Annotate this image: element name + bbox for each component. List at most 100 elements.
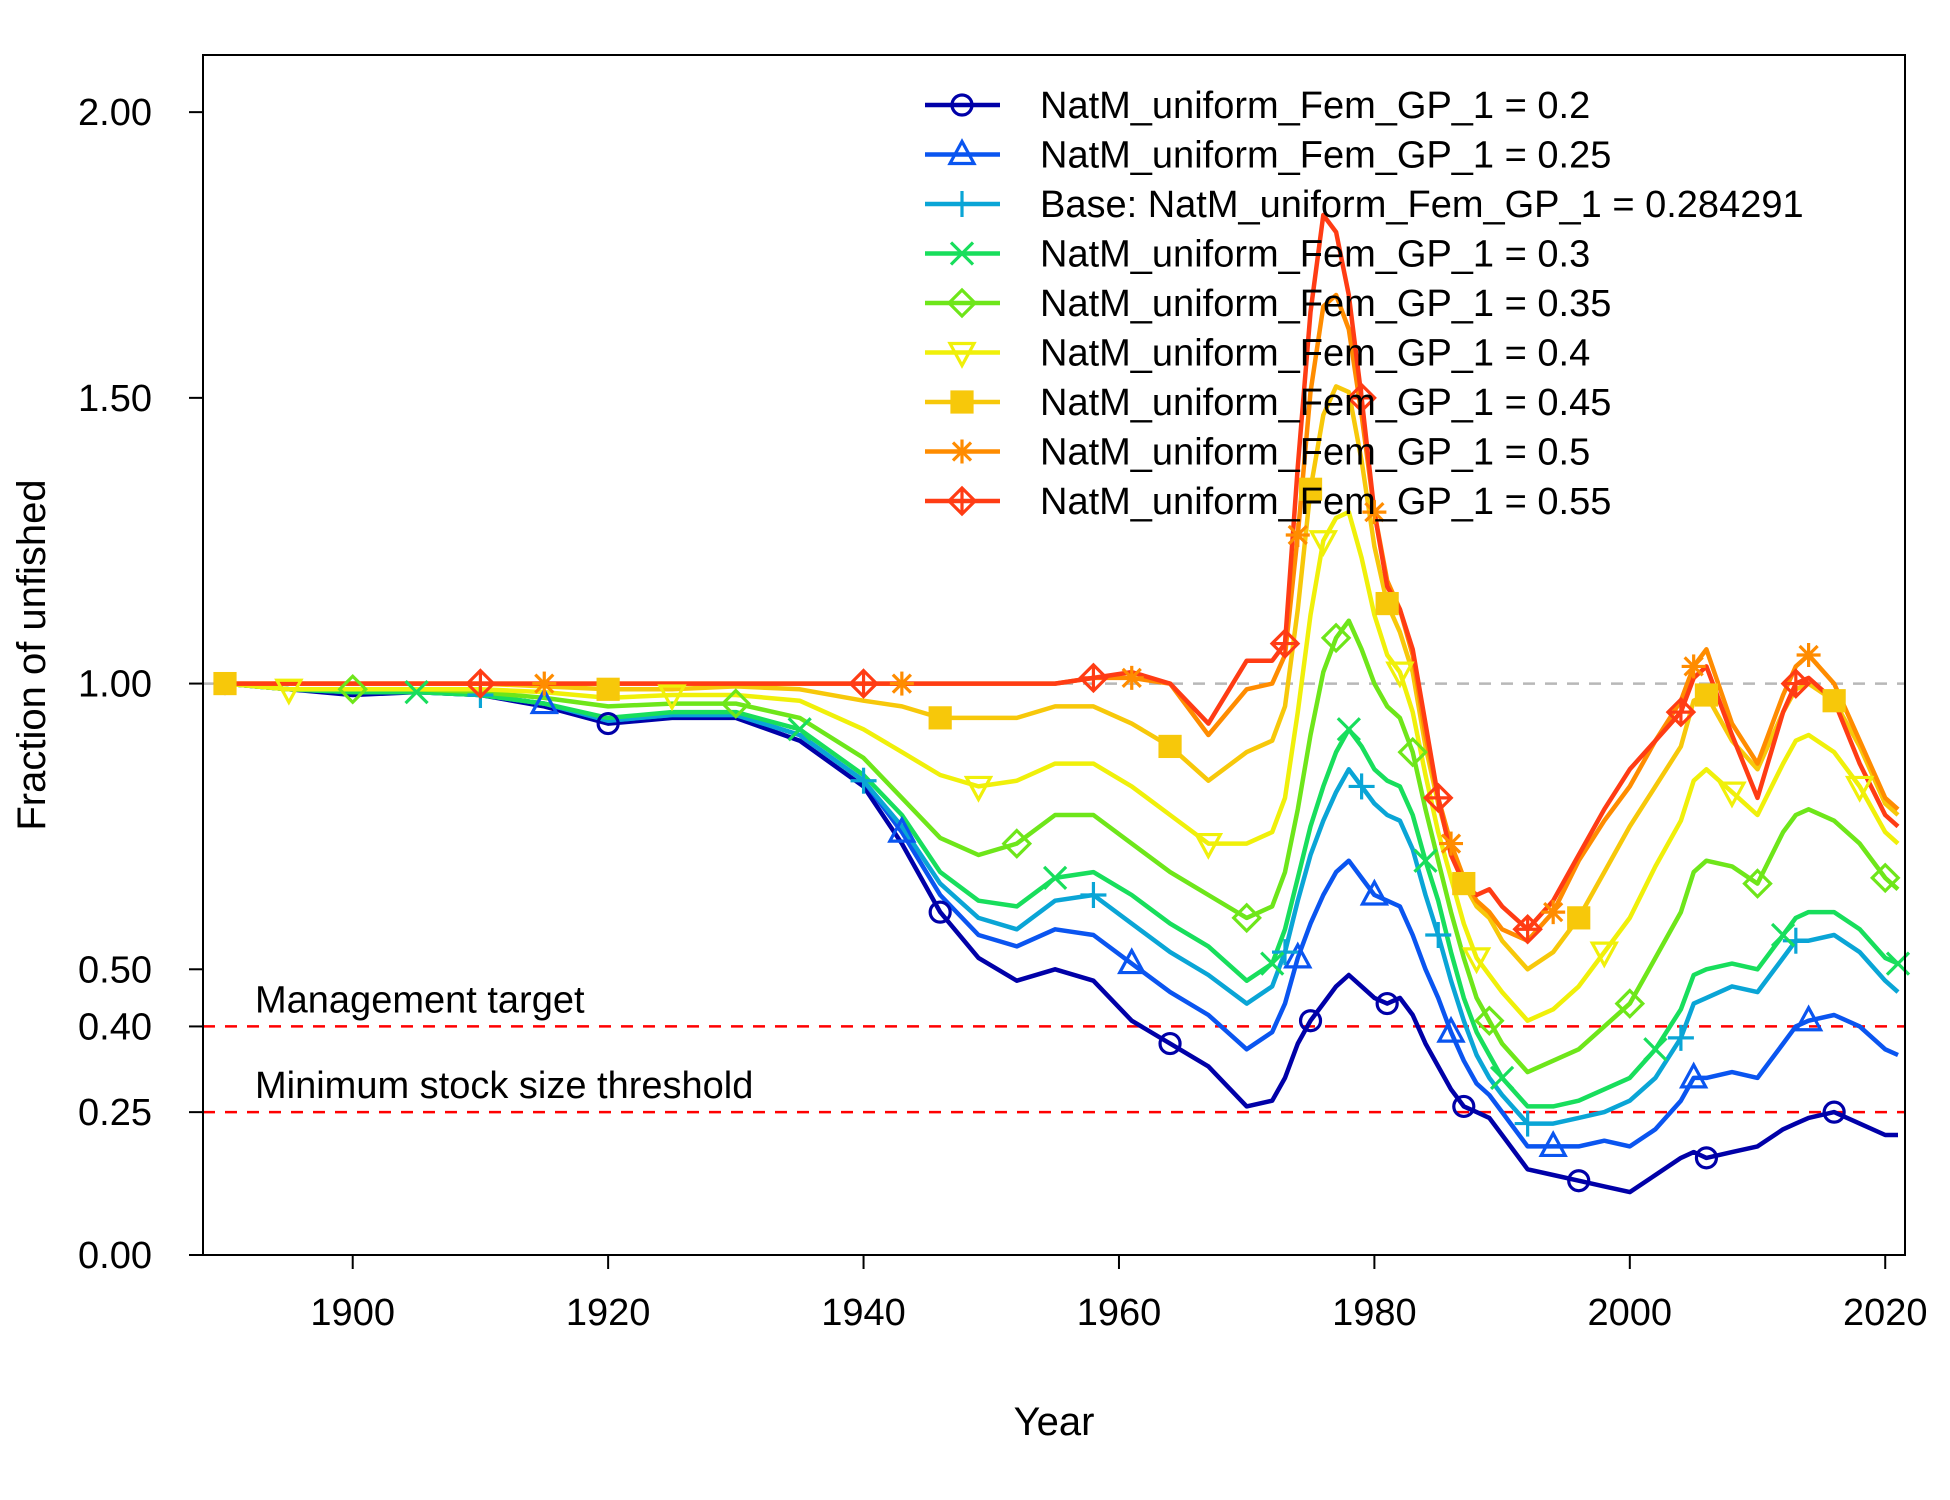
series-8-point-46 (1665, 696, 1697, 728)
series-6-point-36 (1452, 871, 1476, 896)
y-tick-label-1: 0.25 (78, 1092, 152, 1134)
series-1-point-5 (529, 687, 559, 715)
series-8-point-34 (1422, 782, 1454, 814)
series-5-point-13 (963, 775, 994, 803)
series-8-point-40 (1512, 914, 1543, 945)
series-6-point-0 (213, 671, 237, 696)
x-tick-label-1: 1920 (566, 1292, 651, 1334)
x-tick-label-6: 2020 (1843, 1292, 1928, 1334)
series-line-4 (224, 618, 1900, 1075)
series-7-point-41 (1541, 900, 1566, 925)
plot-frame (202, 54, 1906, 1256)
legend-marker-0 (950, 93, 974, 117)
legend-label-6: NatM_uniform_Fem_GP_1 = 0.45 (1040, 382, 1611, 424)
y-tick-label-5: 1.50 (78, 378, 152, 420)
series-2-point-10 (850, 767, 877, 794)
legend-label-3: NatM_uniform_Fem_GP_1 = 0.3 (1040, 234, 1590, 276)
series-1-point-53 (1793, 1004, 1824, 1032)
x-tick-label-5: 2000 (1588, 1292, 1673, 1334)
legend-item-5: NatM_uniform_Fem_GP_1 = 0.4 (925, 333, 1590, 375)
legend-item-2: Base: NatM_uniform_Fem_GP_1 = 0.284291 (925, 184, 1804, 226)
series-markers (213, 382, 1911, 1193)
reference-label-1: Management target (255, 979, 585, 1021)
series-3-point-21 (1260, 951, 1285, 976)
series-6-point-48 (1694, 683, 1719, 707)
legend-marker-1 (947, 138, 977, 166)
series-1-point-47 (1678, 1061, 1709, 1089)
series-8-point-22 (1269, 628, 1301, 659)
legend-item-3: NatM_uniform_Fem_GP_1 = 0.3 (925, 234, 1590, 276)
series-7-point-11 (889, 671, 914, 696)
series-5-point-19 (1193, 832, 1224, 860)
legend-marker-7 (950, 439, 974, 464)
series-6-point-54 (1822, 689, 1846, 713)
series-3-point-27 (1336, 717, 1361, 742)
series-5-point-37 (1461, 947, 1492, 975)
series-5-point-49 (1717, 781, 1747, 809)
legend-item-4: NatM_uniform_Fem_GP_1 = 0.35 (925, 283, 1611, 325)
x-tick-label-3: 1960 (1077, 1292, 1162, 1334)
legend-label-5: NatM_uniform_Fem_GP_1 = 0.4 (1040, 333, 1590, 375)
series-8-point-28 (1346, 382, 1377, 414)
series-0-point-54 (1822, 1100, 1846, 1124)
y-tick-label-0: 0.00 (78, 1235, 152, 1277)
series-8-point-4 (465, 668, 496, 699)
x-axis-title: Year (1014, 1400, 1095, 1444)
series-5-point-43 (1589, 941, 1619, 969)
series-4-point-44 (1614, 988, 1646, 1019)
legend-item-8: NatM_uniform_Fem_GP_1 = 0.55 (925, 481, 1611, 523)
legend-marker-5 (947, 341, 977, 369)
series-1-point-11 (887, 815, 917, 843)
series-2-point-46 (1667, 1024, 1694, 1051)
series-6-point-12 (928, 706, 952, 730)
series-4-point-50 (1742, 868, 1773, 899)
y-tick-label-3: 0.50 (78, 949, 152, 991)
legend-item-0: NatM_uniform_Fem_GP_1 = 0.2 (925, 85, 1590, 127)
series-7-point-17 (1119, 665, 1144, 690)
series-8-point-16 (1078, 662, 1109, 694)
series-7-point-53 (1796, 643, 1821, 667)
series-0-point-18 (1158, 1031, 1182, 1056)
series-5-point-7 (657, 684, 687, 712)
y-axis: 0.00 0.25 0.40 0.50 1.00 1.50 2.00 (78, 92, 203, 1277)
series-3-point-45 (1643, 1037, 1668, 1062)
series-5-point-25 (1308, 530, 1339, 558)
reference-label-2: Minimum stock size threshold (255, 1065, 753, 1107)
series-4-point-20 (1231, 902, 1262, 934)
series-3-point-33 (1413, 848, 1438, 873)
series-line-3 (224, 681, 1899, 1109)
series-4-point-56 (1869, 862, 1901, 894)
legend-item-1: NatM_uniform_Fem_GP_1 = 0.25 (925, 135, 1611, 177)
legend-item-7: NatM_uniform_Fem_GP_1 = 0.5 (925, 432, 1590, 474)
series-2-point-28 (1348, 773, 1375, 800)
series-1-point-35 (1436, 1015, 1466, 1043)
y-axis-title: Fraction of unfished (10, 479, 54, 830)
series-7-point-47 (1681, 654, 1706, 679)
series-0-point-30 (1375, 991, 1399, 1016)
legend: NatM_uniform_Fem_GP_1 = 0.2 NatM_uniform_… (925, 85, 1804, 523)
series-line-2 (224, 681, 1900, 1126)
series-5-point-31 (1385, 661, 1415, 689)
series-3-point-9 (787, 717, 812, 742)
legend-label-8: NatM_uniform_Fem_GP_1 = 0.55 (1040, 481, 1611, 523)
legend-marker-6 (950, 390, 974, 414)
reference-lines: Management target Minimum stock size thre… (203, 682, 1905, 1114)
series-4-point-8 (720, 688, 752, 719)
series-2-point-22 (1271, 939, 1298, 966)
series-1-point-17 (1117, 947, 1147, 975)
series-7-point-23 (1285, 523, 1310, 547)
x-axis: 1900 1920 1940 1960 1980 2000 2020 (310, 1255, 1928, 1334)
series-4-point-2 (337, 674, 368, 705)
series-5-point-1 (274, 678, 304, 706)
series-2-point-40 (1514, 1110, 1541, 1137)
series-0-point-24 (1298, 1009, 1323, 1033)
legend-marker-8 (946, 485, 978, 517)
series-line-0 (224, 681, 1898, 1195)
legend-marker-4 (946, 287, 978, 319)
series-0-point-12 (928, 900, 952, 924)
series-7-point-29 (1362, 500, 1387, 525)
x-tick-label-0: 1900 (310, 1292, 395, 1334)
series-6-point-30 (1375, 591, 1399, 616)
legend-marker-2 (949, 191, 975, 217)
series-5-point-55 (1844, 775, 1875, 803)
